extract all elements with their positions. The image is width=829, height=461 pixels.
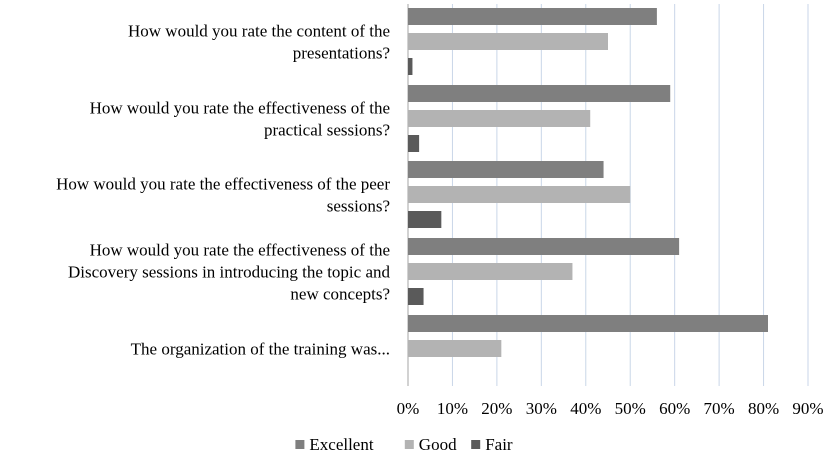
legend-label-fair: Fair — [485, 435, 513, 454]
category-label: How would you rate the effectiveness of … — [68, 241, 391, 304]
bar-fair — [408, 58, 413, 75]
x-tick-label: 90% — [792, 399, 823, 418]
legend-swatch-good — [404, 440, 414, 449]
bar-good — [408, 340, 502, 357]
x-tick-label: 40% — [570, 399, 601, 418]
category-label: How would you rate the content of the pre… — [128, 22, 390, 63]
bar-excellent — [408, 238, 680, 255]
category-label: How would you rate the effectiveness of … — [90, 99, 390, 140]
x-axis-ticks: 0% 10% 20% 30% 40% 50% 60% 70% 80% 90% — [397, 399, 824, 418]
legend-label-good: Good — [419, 435, 457, 454]
x-tick-label: 70% — [704, 399, 735, 418]
bar-excellent — [408, 85, 671, 102]
legend: Excellent Good Fair — [295, 435, 513, 454]
x-tick-label: 60% — [659, 399, 690, 418]
bar-fair — [408, 135, 420, 152]
x-tick-label: 30% — [526, 399, 557, 418]
bar-good — [408, 33, 608, 50]
bar-good — [408, 186, 631, 203]
bar-good — [408, 263, 573, 280]
bar-excellent — [408, 8, 657, 25]
x-tick-label: 80% — [748, 399, 779, 418]
bars — [408, 8, 768, 357]
bar-fair — [408, 211, 442, 228]
bar-good — [408, 110, 591, 127]
category-label: The organization of the training was... — [131, 340, 390, 359]
bar-excellent — [408, 161, 604, 178]
category-labels: How would you rate the content of the pre… — [56, 22, 390, 359]
legend-swatch-fair — [471, 440, 481, 449]
x-tick-label: 10% — [437, 399, 468, 418]
x-tick-label: 50% — [615, 399, 646, 418]
x-tick-label: 20% — [481, 399, 512, 418]
legend-label-excellent: Excellent — [309, 435, 373, 454]
bar-fair — [408, 288, 424, 305]
legend-swatch-excellent — [295, 440, 305, 449]
category-label: How would you rate the effectiveness of … — [56, 175, 390, 216]
bar-excellent — [408, 315, 768, 332]
x-tick-label: 0% — [397, 399, 420, 418]
